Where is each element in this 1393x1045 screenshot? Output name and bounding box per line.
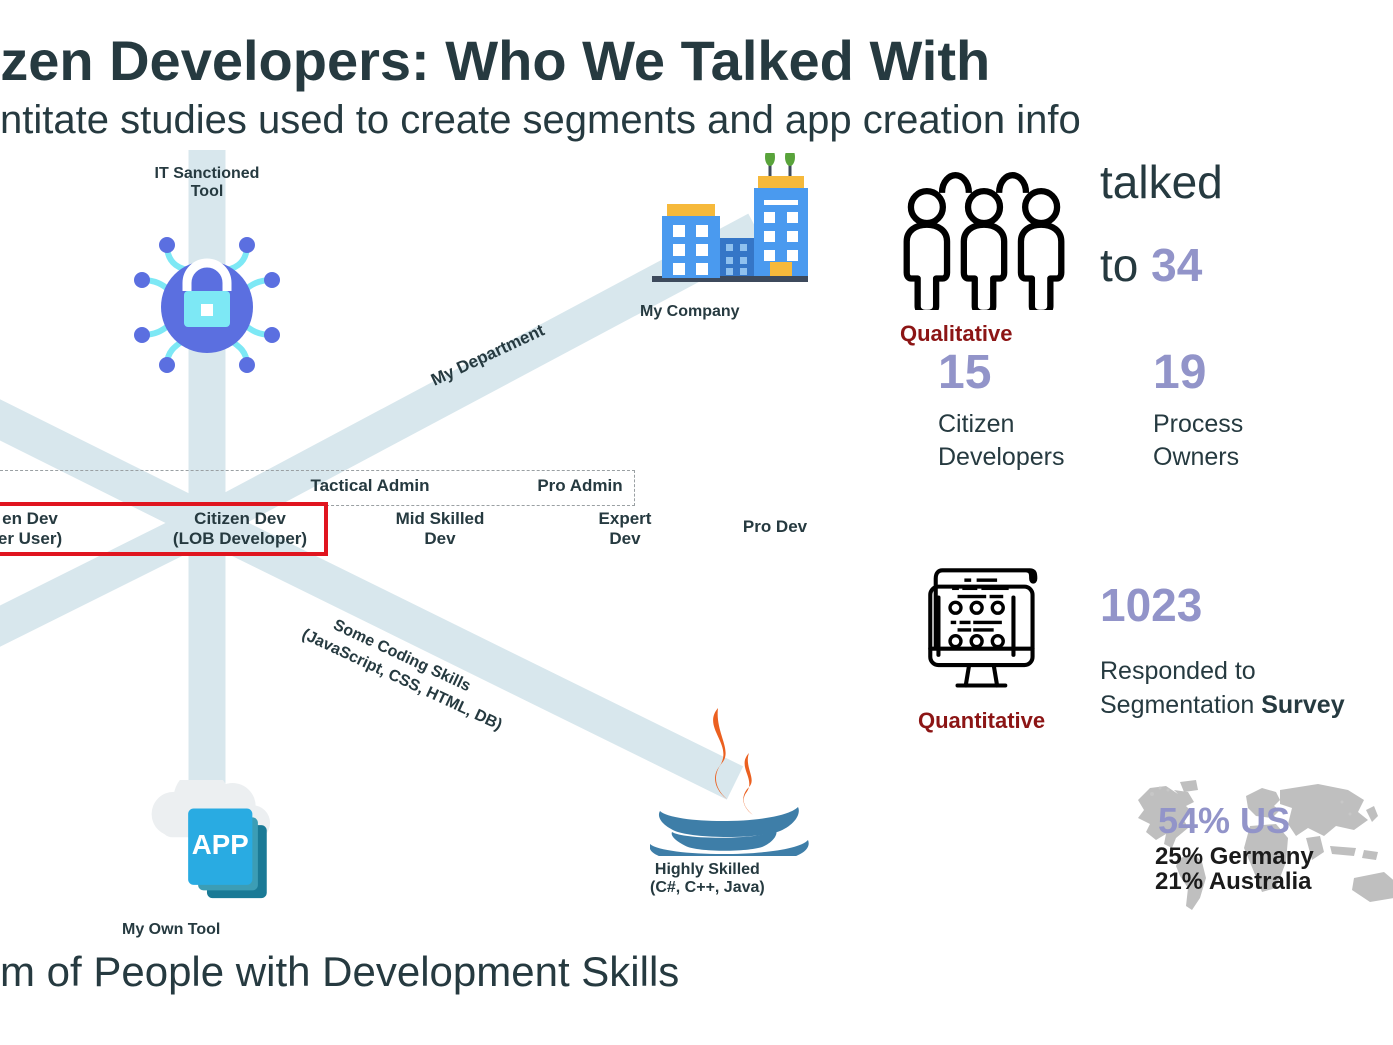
svg-text:APP: APP bbox=[191, 829, 248, 860]
